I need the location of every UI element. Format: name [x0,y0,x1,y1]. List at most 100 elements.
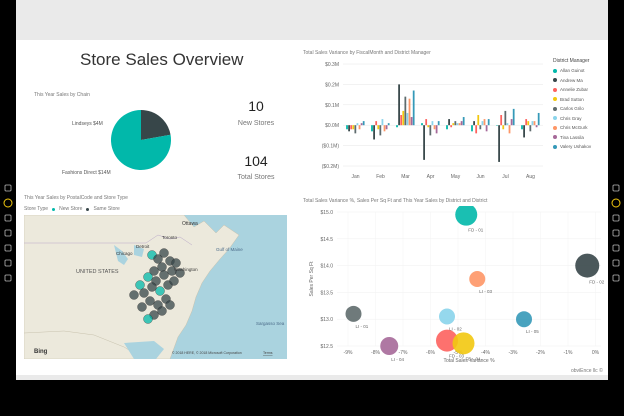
variance-bar[interactable] [533,121,536,126]
brand-icon[interactable] [3,195,13,208]
bubble-point[interactable] [439,308,455,325]
bubble-chart[interactable]: $15.0 $14.5 $14.0 $13.5 $13.0 $12.5 -9% -8% -7% -… [303,206,605,364]
map-store-dot[interactable] [157,306,167,316]
variance-bar[interactable] [456,123,459,126]
variance-bar[interactable] [435,125,438,134]
variance-bar[interactable] [477,115,480,126]
map-store-dot[interactable] [143,314,153,324]
search-icon[interactable] [3,240,13,252]
bubble-point[interactable] [469,271,486,287]
variance-bar[interactable] [427,125,430,128]
variance-bar[interactable] [481,121,484,126]
brand-icon[interactable] [611,195,621,208]
variance-bar[interactable] [527,121,530,126]
variance-bar[interactable] [354,125,357,134]
variance-bar[interactable] [375,121,378,126]
bubble-point[interactable] [436,329,458,352]
variance-bar[interactable] [500,115,503,126]
variance-bar[interactable] [412,90,415,126]
variance-bar[interactable] [485,125,488,132]
variance-bar[interactable] [460,121,463,126]
variance-bar[interactable] [346,125,348,130]
pie-slice[interactable] [111,110,171,170]
back-icon[interactable] [611,180,621,192]
map-store-dot[interactable] [137,302,147,312]
map-store-dot[interactable] [175,268,185,278]
variance-bar[interactable] [452,123,455,126]
map-store-dot[interactable] [129,290,139,300]
variance-bar[interactable] [458,123,461,126]
variance-bar[interactable] [421,123,423,126]
variance-bar[interactable] [512,108,515,126]
variance-bar[interactable] [425,119,428,126]
map-store-dot[interactable] [169,276,179,286]
variance-bar[interactable] [479,125,482,130]
variance-bar[interactable] [535,125,538,128]
variance-bar[interactable] [371,125,373,132]
map-store-dot[interactable] [157,262,167,272]
settings-icon[interactable] [3,270,13,282]
variance-bar[interactable] [348,125,350,132]
variance-bar[interactable] [423,125,425,160]
footer-link[interactable]: obviEnce llc © [571,368,603,374]
legend-item[interactable]: Brad Sutton [553,95,608,105]
variance-bar[interactable] [410,117,413,126]
variance-bar[interactable] [454,121,457,126]
bubble-point[interactable] [455,206,478,226]
pie-chart[interactable]: Lindseys $4M Fashions Direct $14M [56,100,196,180]
legend-item[interactable]: Chris McGurk [553,123,608,133]
variance-bar[interactable] [437,121,440,126]
back-icon[interactable] [3,180,13,192]
bubble-point[interactable] [345,305,362,322]
map-store-dot[interactable] [135,280,145,290]
map-store-dot[interactable] [143,272,153,282]
variance-bar[interactable] [350,125,353,130]
settings-icon[interactable] [611,270,621,282]
variance-bar[interactable] [398,84,400,126]
variance-bar[interactable] [396,125,398,128]
variance-bar[interactable] [473,121,475,126]
legend-item[interactable]: Valery Ushakov [553,142,608,152]
map-store-dot[interactable] [149,266,159,276]
variance-bar[interactable] [356,123,359,126]
variance-bar[interactable] [483,119,486,126]
variance-bar[interactable] [471,125,473,132]
variance-bar[interactable] [450,125,453,128]
legend-item[interactable]: Chris Gray [553,114,608,124]
variance-bar[interactable] [446,125,448,130]
variance-bar[interactable] [377,125,380,130]
map-store-dot[interactable] [155,286,165,296]
bubble-point[interactable] [516,311,532,328]
pencil-icon[interactable] [611,210,621,222]
pie-slice[interactable] [141,110,171,140]
variance-bar[interactable] [362,121,365,126]
variance-bar[interactable] [498,125,500,162]
variance-bar[interactable] [537,112,540,126]
variance-bar[interactable] [431,121,434,126]
variance-bar[interactable] [487,119,490,126]
variance-bar[interactable] [462,117,465,126]
map-store-dot[interactable] [145,296,155,306]
variance-bar[interactable] [360,123,363,126]
variance-bar[interactable] [429,125,432,136]
bubble-point[interactable] [575,253,600,278]
map-store-dot[interactable] [139,288,149,298]
variance-bar[interactable] [358,125,361,130]
variance-bar[interactable] [448,119,450,126]
variance-bar[interactable] [521,125,523,130]
map-store-dot[interactable] [147,282,157,292]
variance-bar[interactable] [496,125,498,126]
refresh-icon[interactable] [3,255,13,267]
variance-bar[interactable] [381,119,384,126]
variance-bar[interactable] [523,125,525,138]
variance-bar[interactable] [531,121,534,126]
variance-bar[interactable] [510,119,513,126]
variance-bar[interactable] [404,96,407,126]
bubble-point[interactable] [380,337,399,355]
variance-bar[interactable] [352,125,355,130]
variance-bar[interactable] [379,125,382,136]
map-store-dot[interactable] [159,248,169,258]
variance-bar[interactable] [373,125,375,140]
map-store-dot[interactable] [165,300,175,310]
variance-bar[interactable] [529,125,532,132]
